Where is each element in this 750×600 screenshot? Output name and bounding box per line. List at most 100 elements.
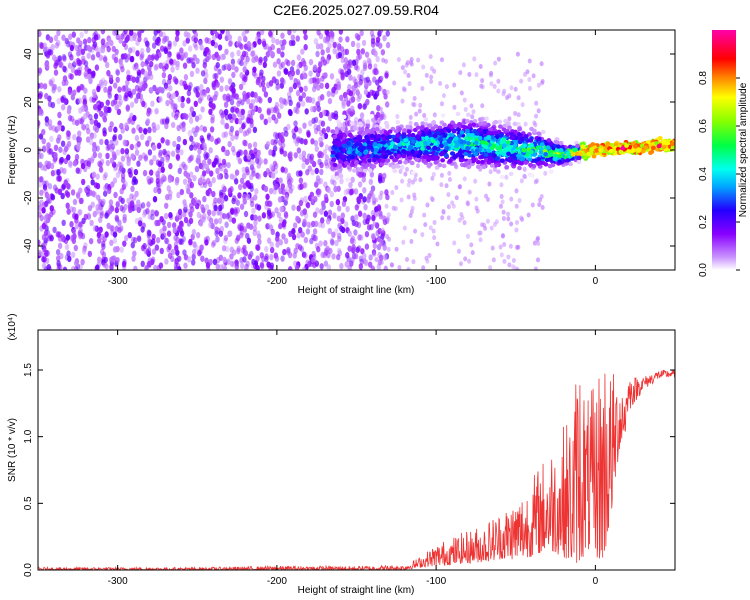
spectrogram-cell bbox=[358, 255, 364, 262]
spectrogram-cell bbox=[374, 197, 379, 203]
spectrogram-cell bbox=[290, 34, 296, 41]
spectrogram-cell bbox=[243, 210, 249, 218]
spectrogram-cell bbox=[151, 144, 157, 151]
spectrogram-cell bbox=[375, 55, 380, 63]
spectrogram-cell bbox=[408, 213, 413, 219]
spectrogram-cell bbox=[240, 113, 245, 121]
spectrogram-cell bbox=[99, 211, 104, 219]
spectrogram-cell bbox=[243, 149, 248, 156]
spectrogram-cell bbox=[186, 89, 192, 97]
spectrogram-cell bbox=[227, 140, 232, 148]
spectrogram-cell bbox=[471, 156, 476, 162]
spectrogram-cell bbox=[268, 30, 273, 37]
spectrogram-cell bbox=[338, 154, 344, 159]
spectrogram-cell bbox=[283, 211, 289, 218]
spectrogram-cell bbox=[165, 156, 170, 163]
spectrogram-cell bbox=[210, 39, 216, 47]
spectrogram-cell bbox=[143, 153, 149, 161]
spectrogram-cell bbox=[344, 261, 349, 268]
spectrogram-cell bbox=[332, 212, 337, 219]
spectrogram-cell bbox=[362, 212, 367, 220]
spectrogram-cell bbox=[145, 248, 150, 256]
spectrogram-cell bbox=[426, 157, 432, 163]
spectrogram-cell bbox=[71, 206, 77, 214]
spectrogram-cell bbox=[119, 205, 124, 212]
spectrogram-cell bbox=[129, 193, 134, 200]
spectrogram-cell bbox=[339, 177, 344, 185]
spectrogram-cell bbox=[386, 246, 391, 252]
spectrogram-cell bbox=[163, 47, 169, 55]
spectrogram-cell bbox=[117, 219, 122, 227]
spectrogram-cell bbox=[336, 215, 342, 222]
spectrogram-cell bbox=[490, 245, 495, 251]
spectrogram-cell bbox=[514, 219, 519, 225]
spectrogram-cell bbox=[183, 74, 189, 81]
spectrogram-cell bbox=[121, 85, 126, 92]
spectrogram-cell bbox=[196, 199, 202, 206]
spectrogram-cell bbox=[373, 50, 378, 57]
spectrogram-cell bbox=[247, 127, 252, 134]
spectrogram-cell bbox=[103, 171, 108, 179]
spectrogram-cell bbox=[438, 81, 443, 87]
spectrogram-cell bbox=[71, 31, 76, 38]
spectrogram-cell bbox=[293, 247, 298, 255]
spectrogram-cell bbox=[271, 37, 276, 44]
spectrogram-cell bbox=[207, 181, 213, 188]
spectrogram-cell bbox=[403, 160, 408, 165]
spectrogram-cell bbox=[63, 97, 68, 105]
spectrogram-cell bbox=[186, 187, 191, 195]
spectrogram-cell bbox=[170, 249, 175, 256]
spectrogram-cell bbox=[148, 239, 154, 247]
spectrogram-cell bbox=[115, 68, 120, 75]
spectrogram-cell bbox=[266, 107, 271, 114]
spectrogram-cell bbox=[378, 210, 383, 217]
spectrogram-cell bbox=[465, 200, 470, 206]
spectrogram-cell bbox=[218, 109, 224, 116]
spectrogram-cell bbox=[223, 195, 229, 202]
spectrogram-cell bbox=[216, 137, 221, 144]
spectrogram-cell bbox=[187, 130, 192, 137]
spectrogram-cell bbox=[71, 118, 77, 126]
spectrogram-cell bbox=[146, 46, 151, 53]
spectrogram-cell bbox=[48, 79, 53, 86]
spectrogram-cell bbox=[127, 168, 132, 175]
spectrogram-cell bbox=[313, 123, 318, 131]
spectrogram-cell bbox=[357, 102, 363, 110]
spectrogram-cell bbox=[313, 82, 318, 89]
spectrogram-cell bbox=[527, 157, 533, 162]
spectrogram-cell bbox=[129, 101, 135, 108]
spectrogram-cell bbox=[366, 128, 371, 134]
spectrogram-cell bbox=[72, 133, 77, 141]
spectrogram-cell bbox=[85, 127, 91, 135]
spectrogram-cell bbox=[131, 88, 137, 95]
spectrogram-cell bbox=[147, 69, 153, 77]
spectrogram-cell bbox=[263, 118, 268, 126]
spectrogram-cell bbox=[122, 216, 127, 224]
spectrogram-cell bbox=[130, 185, 135, 193]
spectrogram-cell bbox=[315, 178, 320, 186]
spectrogram-cell bbox=[376, 263, 382, 270]
spectrogram-cell bbox=[127, 88, 132, 95]
spectrogram-cell bbox=[175, 154, 181, 162]
spectrogram-cell bbox=[263, 185, 269, 193]
spectrogram-cell bbox=[192, 54, 197, 61]
spectrogram-cell bbox=[42, 42, 48, 49]
spectrogram-cell bbox=[318, 136, 323, 144]
spectrogram-cell bbox=[140, 260, 145, 268]
spectrogram-cell bbox=[74, 44, 79, 52]
spectrogram-cell bbox=[418, 177, 423, 183]
spectrogram-cell bbox=[77, 136, 82, 143]
spectrogram-cell bbox=[355, 246, 360, 254]
spectrogram-cell bbox=[224, 172, 229, 180]
spectrogram-cell bbox=[152, 84, 157, 92]
spectrogram-cell bbox=[400, 65, 405, 71]
spectrogram-cell bbox=[255, 157, 260, 164]
spectrogram-cell bbox=[255, 230, 261, 237]
spectrogram-cell bbox=[312, 228, 318, 235]
spectrogram-cell bbox=[265, 140, 271, 148]
spectrogram-cell bbox=[109, 157, 115, 164]
spectrogram-cell bbox=[268, 80, 274, 87]
spectrogram-cell bbox=[297, 127, 303, 134]
spectrogram-cell bbox=[129, 200, 135, 207]
spectrogram-cell bbox=[249, 173, 254, 181]
